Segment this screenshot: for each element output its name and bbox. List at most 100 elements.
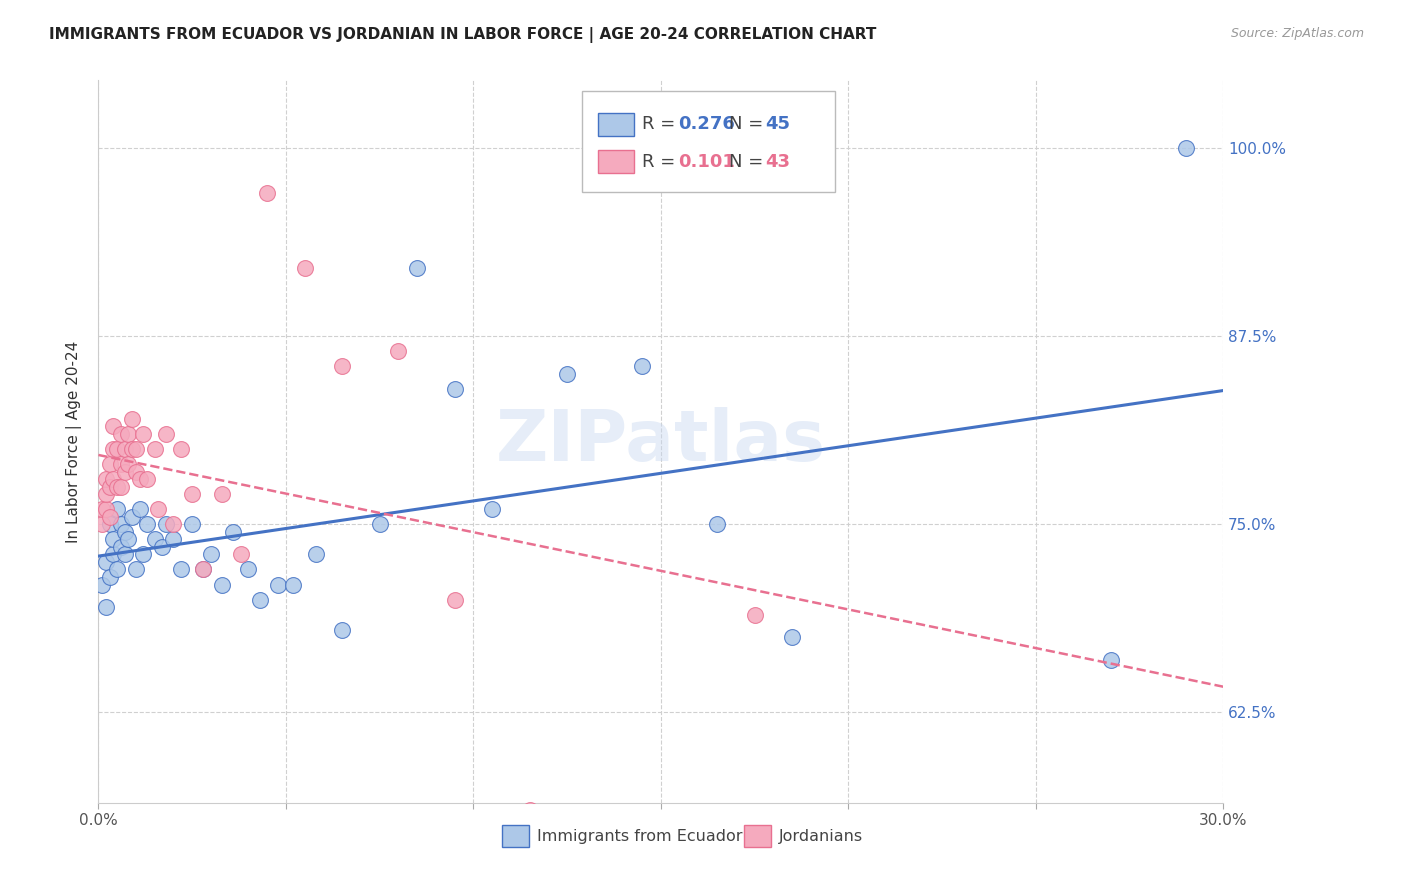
Point bbox=[780, 630, 803, 644]
Point bbox=[98, 570, 121, 584]
Point bbox=[114, 524, 136, 539]
Point bbox=[211, 577, 233, 591]
Point bbox=[1174, 141, 1197, 155]
Point bbox=[706, 517, 728, 532]
Point bbox=[193, 562, 215, 576]
Text: N =: N = bbox=[730, 115, 769, 133]
Point bbox=[94, 487, 117, 501]
Text: Source: ZipAtlas.com: Source: ZipAtlas.com bbox=[1230, 27, 1364, 40]
Point bbox=[110, 457, 132, 471]
Text: N =: N = bbox=[730, 153, 769, 171]
Point bbox=[114, 442, 136, 456]
Point bbox=[443, 592, 465, 607]
Point bbox=[98, 509, 121, 524]
Point bbox=[555, 367, 578, 381]
Point bbox=[105, 442, 128, 456]
Point bbox=[1099, 653, 1122, 667]
Text: 45: 45 bbox=[765, 115, 790, 133]
Point bbox=[143, 533, 166, 547]
Point bbox=[103, 442, 125, 456]
Text: 43: 43 bbox=[765, 153, 790, 171]
FancyBboxPatch shape bbox=[598, 151, 634, 173]
Y-axis label: In Labor Force | Age 20-24: In Labor Force | Age 20-24 bbox=[66, 341, 82, 542]
Point bbox=[283, 577, 305, 591]
Point bbox=[128, 472, 150, 486]
Point bbox=[103, 472, 125, 486]
Point bbox=[443, 382, 465, 396]
Text: Jordanians: Jordanians bbox=[779, 829, 863, 844]
Point bbox=[249, 592, 271, 607]
Point bbox=[631, 359, 654, 374]
Point bbox=[105, 480, 128, 494]
Point bbox=[387, 344, 409, 359]
Point bbox=[125, 442, 148, 456]
Point bbox=[162, 517, 184, 532]
Point bbox=[305, 548, 328, 562]
Point bbox=[200, 548, 222, 562]
Point bbox=[211, 487, 233, 501]
Text: 0.276: 0.276 bbox=[678, 115, 734, 133]
Point bbox=[519, 803, 541, 817]
Point bbox=[98, 480, 121, 494]
Point bbox=[94, 472, 117, 486]
Point bbox=[132, 548, 155, 562]
Point bbox=[91, 517, 114, 532]
Point bbox=[330, 359, 353, 374]
Point bbox=[103, 533, 125, 547]
Point bbox=[117, 427, 139, 442]
Point bbox=[117, 457, 139, 471]
Point bbox=[368, 517, 391, 532]
Text: IMMIGRANTS FROM ECUADOR VS JORDANIAN IN LABOR FORCE | AGE 20-24 CORRELATION CHAR: IMMIGRANTS FROM ECUADOR VS JORDANIAN IN … bbox=[49, 27, 876, 43]
Text: R =: R = bbox=[641, 115, 681, 133]
Point bbox=[121, 509, 143, 524]
Point bbox=[238, 562, 260, 576]
Point bbox=[94, 600, 117, 615]
Point bbox=[121, 412, 143, 426]
Point bbox=[294, 261, 316, 276]
Point bbox=[155, 517, 177, 532]
Point bbox=[110, 540, 132, 554]
Point bbox=[170, 442, 193, 456]
Point bbox=[330, 623, 353, 637]
Point bbox=[148, 502, 170, 516]
Point bbox=[110, 427, 132, 442]
Point bbox=[143, 442, 166, 456]
Point bbox=[406, 261, 429, 276]
Point bbox=[155, 427, 177, 442]
Point bbox=[136, 517, 159, 532]
FancyBboxPatch shape bbox=[744, 825, 770, 847]
Point bbox=[181, 517, 204, 532]
Point bbox=[98, 517, 121, 532]
Point bbox=[91, 577, 114, 591]
Point bbox=[105, 502, 128, 516]
Point bbox=[110, 480, 132, 494]
Point bbox=[481, 502, 503, 516]
Point bbox=[267, 577, 290, 591]
Point bbox=[105, 562, 128, 576]
Point bbox=[125, 465, 148, 479]
Point bbox=[121, 442, 143, 456]
FancyBboxPatch shape bbox=[598, 112, 634, 136]
Text: R =: R = bbox=[641, 153, 681, 171]
Point bbox=[150, 540, 173, 554]
Point bbox=[170, 562, 193, 576]
Point bbox=[103, 419, 125, 434]
Point bbox=[132, 427, 155, 442]
FancyBboxPatch shape bbox=[502, 825, 529, 847]
Point bbox=[162, 533, 184, 547]
Point bbox=[222, 524, 245, 539]
Point bbox=[117, 533, 139, 547]
Point bbox=[94, 555, 117, 569]
Point bbox=[94, 502, 117, 516]
Point bbox=[114, 548, 136, 562]
Point bbox=[136, 472, 159, 486]
Point bbox=[229, 548, 252, 562]
Point bbox=[744, 607, 766, 622]
Text: 0.101: 0.101 bbox=[678, 153, 734, 171]
FancyBboxPatch shape bbox=[582, 91, 835, 193]
Point bbox=[125, 562, 148, 576]
Point bbox=[256, 186, 278, 201]
Text: ZIPatlas: ZIPatlas bbox=[496, 407, 825, 476]
Point bbox=[98, 457, 121, 471]
Point bbox=[114, 465, 136, 479]
